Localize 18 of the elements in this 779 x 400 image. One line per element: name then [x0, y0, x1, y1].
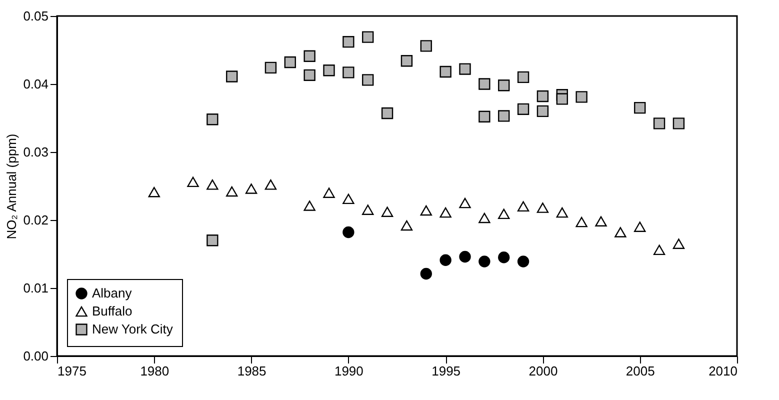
- legend-label: New York City: [92, 322, 174, 336]
- y-axis-title: NO₂ Annual (ppm): [4, 134, 20, 240]
- legend-label: Buffalo: [92, 304, 132, 318]
- x-tick-label: 1980: [140, 364, 170, 378]
- y-tick-label: 0.05: [23, 8, 48, 24]
- x-tick-label: 2005: [626, 364, 655, 378]
- x-tick-label: 2010: [708, 364, 738, 378]
- y-tick-label: 0.04: [23, 76, 48, 92]
- x-tick-label: 2000: [528, 364, 558, 378]
- y-tick-label: 0.03: [23, 144, 48, 160]
- x-tick-label: 1985: [237, 364, 266, 378]
- legend-label: Albany: [92, 286, 132, 300]
- y-tick-label: 0.01: [23, 280, 48, 296]
- y-tick-label: 0.02: [23, 212, 48, 228]
- x-tick-label: 1975: [58, 364, 86, 378]
- x-tick-label: 1990: [334, 364, 364, 378]
- y-tick-label: 0.00: [23, 348, 48, 364]
- x-tick-label: 1995: [432, 364, 461, 378]
